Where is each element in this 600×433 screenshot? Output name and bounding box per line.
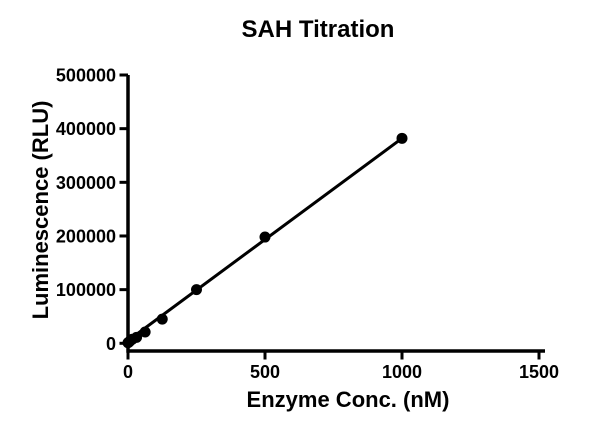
chart-title: SAH Titration <box>241 16 395 43</box>
x-tick-label: 500 <box>250 362 280 382</box>
x-tick-label: 1000 <box>382 362 422 382</box>
data-point <box>131 331 143 343</box>
data-point <box>156 313 168 325</box>
x-tick-label: 1500 <box>519 362 559 382</box>
y-tick-label: 400000 <box>56 119 116 139</box>
y-tick-label: 500000 <box>56 66 116 86</box>
y-tick-label: 100000 <box>56 280 116 300</box>
y-tick-label: 0 <box>106 334 116 354</box>
y-tick-label: 300000 <box>56 173 116 193</box>
x-tick-label: 0 <box>123 362 133 382</box>
data-point <box>259 231 271 243</box>
data-point <box>139 326 151 338</box>
data-point <box>396 132 408 144</box>
data-point <box>191 284 202 296</box>
x-axis-title: Enzyme Conc. (nM) <box>246 387 450 412</box>
y-tick-label: 200000 <box>56 226 116 246</box>
